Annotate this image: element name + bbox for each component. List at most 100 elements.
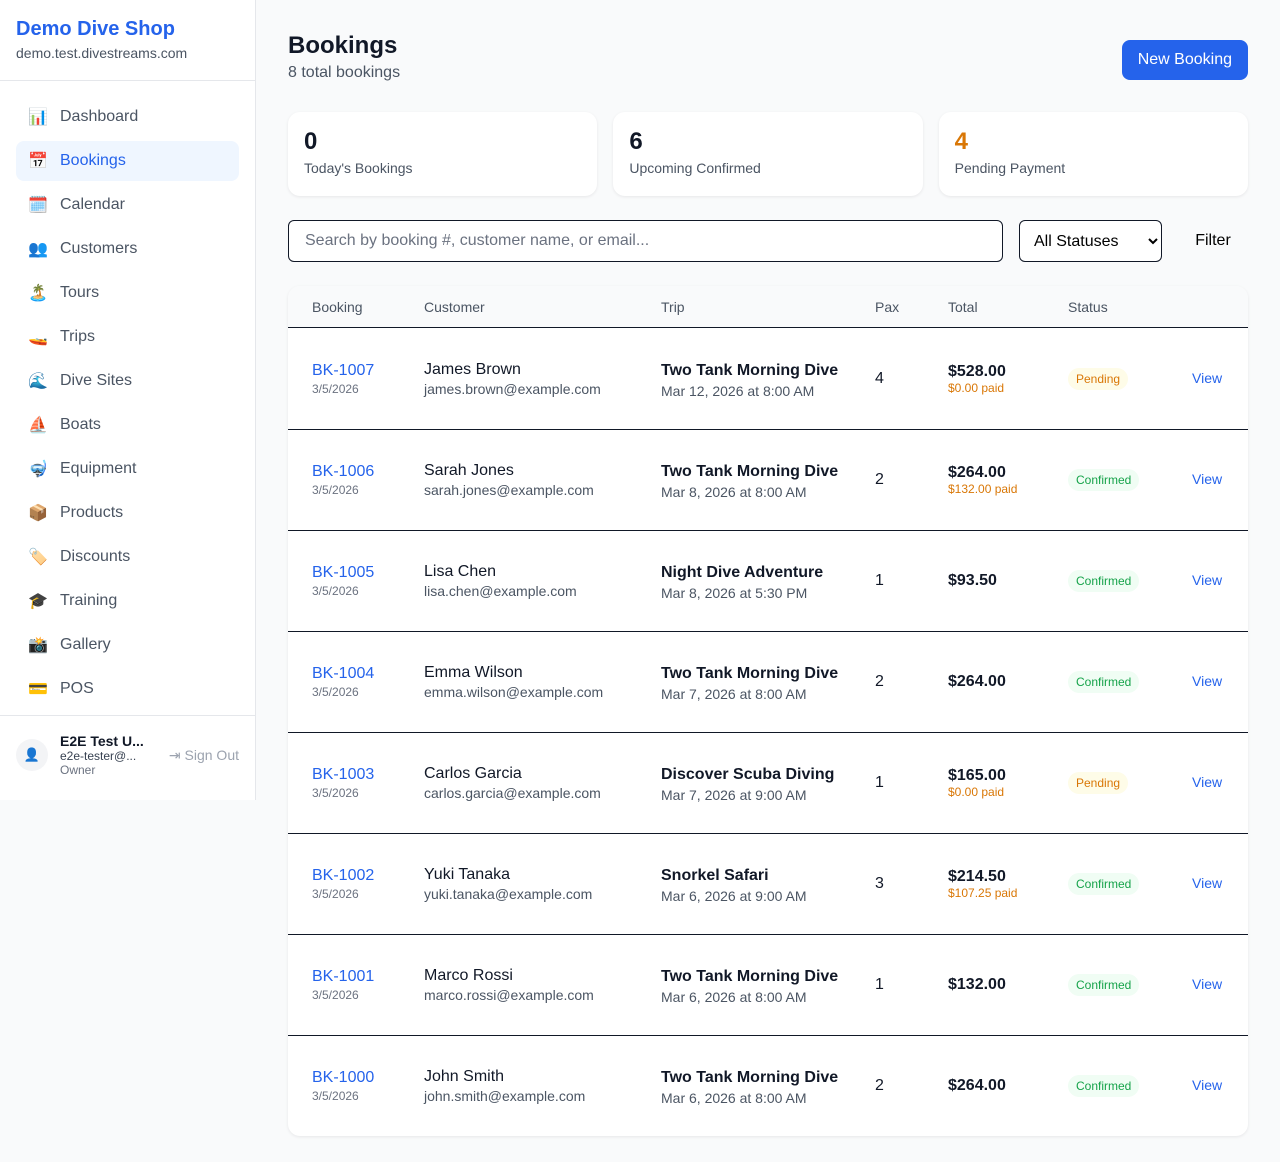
status-badge: Confirmed <box>1068 570 1140 592</box>
sidebar-item-equipment[interactable]: 🤿 Equipment <box>16 449 239 489</box>
booking-id-link[interactable]: BK-1006 <box>312 463 375 480</box>
sidebar-item-label: Boats <box>60 416 101 433</box>
status-badge: Pending <box>1068 772 1129 794</box>
status-badge: Confirmed <box>1068 671 1140 693</box>
sidebar-item-dashboard[interactable]: 📊 Dashboard <box>16 97 239 137</box>
sidebar-item-label: Dive Sites <box>60 372 133 389</box>
sidebar-item-discounts[interactable]: 🏷️ Discounts <box>16 537 239 577</box>
booking-id-link[interactable]: BK-1000 <box>312 1069 375 1086</box>
pos-icon: 💳 <box>28 681 48 698</box>
sidebar-item-label: POS <box>60 680 94 697</box>
table-row: BK-1003 3/5/2026 Carlos Garcia carlos.garc… <box>288 732 1248 833</box>
pax: 4 <box>875 369 884 387</box>
user-role: Owner <box>60 763 96 777</box>
dive-sites-icon: 🌊 <box>28 373 48 390</box>
total: $264.00 <box>948 673 1006 690</box>
customer-name: Yuki Tanaka <box>424 866 510 883</box>
booking-date: 3/5/2026 <box>312 685 359 699</box>
sign-out-button[interactable]: ⇥ Sign Out <box>169 747 239 764</box>
trip-name: Two Tank Morning Dive <box>661 463 839 480</box>
sidebar-item-products[interactable]: 📦 Products <box>16 493 239 533</box>
shop-name[interactable]: Demo Dive Shop <box>16 18 175 40</box>
customer-name: James Brown <box>424 360 521 378</box>
sidebar-item-training[interactable]: 🎓 Training <box>16 581 239 621</box>
sidebar-item-boats[interactable]: ⛵ Boats <box>16 405 239 445</box>
user-avatar-icon: 👤 <box>16 739 48 771</box>
booking-date: 3/5/2026 <box>312 1089 359 1103</box>
training-icon: 🎓 <box>28 593 48 610</box>
tours-icon: 🏝️ <box>28 285 48 302</box>
bookings-icon: 📅 <box>28 153 48 170</box>
calendar-icon: 🗓️ <box>28 197 48 214</box>
header-pax: Pax <box>875 298 900 315</box>
sidebar-item-gallery[interactable]: 📸 Gallery <box>16 625 239 665</box>
sidebar-item-label: Calendar <box>60 196 125 213</box>
sidebar-item-calendar[interactable]: 🗓️ Calendar <box>16 185 239 225</box>
customer-email: emma.wilson@example.com <box>424 684 604 700</box>
page-subtitle: 8 total bookings <box>288 64 401 81</box>
pax: 1 <box>875 774 884 791</box>
view-link[interactable]: View <box>1192 976 1223 992</box>
sidebar-item-label: Equipment <box>60 460 137 477</box>
total: $132.00 <box>948 976 1006 993</box>
filters: All Statuses Filter <box>288 220 1248 262</box>
customer-name: Marco Rossi <box>424 967 513 984</box>
trip-date: Mar 6, 2026 at 8:00 AM <box>661 989 807 1005</box>
trip-name: Snorkel Safari <box>661 867 769 884</box>
pax: 2 <box>875 673 884 690</box>
search-input[interactable] <box>288 220 1003 262</box>
header-total: Total <box>948 298 978 315</box>
trip-name: Two Tank Morning Dive <box>661 1069 839 1086</box>
filter-button[interactable]: Filter <box>1178 232 1248 250</box>
booking-id-link[interactable]: BK-1007 <box>312 361 375 379</box>
equipment-icon: 🤿 <box>28 461 48 478</box>
trip-date: Mar 6, 2026 at 9:00 AM <box>661 888 807 904</box>
view-link[interactable]: View <box>1192 673 1223 689</box>
sidebar-item-label: Discounts <box>60 548 131 565</box>
trip-date: Mar 8, 2026 at 8:00 AM <box>661 484 807 500</box>
main: Bookings 8 total bookings New Booking 0 T… <box>288 32 1248 1136</box>
sidebar-item-label: Trips <box>60 328 95 345</box>
trips-icon: 🚤 <box>28 329 48 346</box>
user-panel: 👤 E2E Test U... e2e-tester@... Owner ⇥ S… <box>0 715 255 794</box>
stat-card: 0 Today's Bookings <box>288 112 598 196</box>
view-link[interactable]: View <box>1192 572 1223 588</box>
status-select[interactable]: All Statuses <box>1019 220 1162 262</box>
header-booking: Booking <box>312 298 363 315</box>
stat-label: Upcoming Confirmed <box>629 160 761 176</box>
sidebar-item-dive-sites[interactable]: 🌊 Dive Sites <box>16 361 239 401</box>
trip-name: Two Tank Morning Dive <box>661 968 839 985</box>
view-link[interactable]: View <box>1192 471 1223 487</box>
status-badge: Confirmed <box>1068 469 1140 491</box>
customer-email: lisa.chen@example.com <box>424 583 577 599</box>
table-row: BK-1002 3/5/2026 Yuki Tanaka yuki.tanaka@e… <box>288 833 1248 934</box>
trip-name: Discover Scuba Diving <box>661 766 835 783</box>
sidebar-item-customers[interactable]: 👥 Customers <box>16 229 239 269</box>
stat-label: Today's Bookings <box>304 160 413 176</box>
sidebar-item-label: Customers <box>60 240 138 257</box>
new-booking-button[interactable]: New Booking <box>1121 40 1248 80</box>
view-link[interactable]: View <box>1192 1077 1223 1093</box>
discounts-icon: 🏷️ <box>28 549 48 566</box>
booking-id-link[interactable]: BK-1005 <box>312 564 375 581</box>
booking-id-link[interactable]: BK-1003 <box>312 766 375 783</box>
booking-id-link[interactable]: BK-1002 <box>312 867 375 884</box>
products-icon: 📦 <box>28 505 48 522</box>
sidebar-item-bookings[interactable]: 📅 Bookings <box>16 141 239 181</box>
view-link[interactable]: View <box>1192 369 1223 386</box>
view-link[interactable]: View <box>1192 774 1223 790</box>
trip-name: Two Tank Morning Dive <box>661 361 839 379</box>
total: $264.00 <box>948 464 1006 481</box>
status-badge: Pending <box>1068 367 1129 390</box>
header-trip: Trip <box>661 298 685 315</box>
booking-id-link[interactable]: BK-1001 <box>312 968 375 985</box>
paid-amount: $0.00 paid <box>948 785 1005 799</box>
booking-id-link[interactable]: BK-1004 <box>312 665 375 682</box>
paid-amount: $132.00 paid <box>948 482 1018 496</box>
view-link[interactable]: View <box>1192 875 1223 891</box>
sidebar-item-trips[interactable]: 🚤 Trips <box>16 317 239 357</box>
stat-value: 0 <box>304 128 318 155</box>
sidebar-item-tours[interactable]: 🏝️ Tours <box>16 273 239 313</box>
brand: Demo Dive Shop demo.test.divestreams.com <box>0 0 255 81</box>
sidebar-item-pos[interactable]: 💳 POS <box>16 669 239 709</box>
